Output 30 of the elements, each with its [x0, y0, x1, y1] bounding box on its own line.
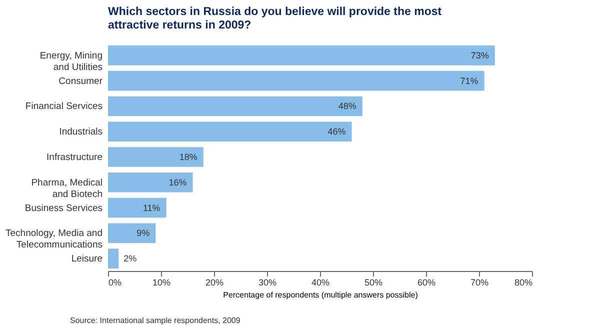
- x-tick-label: 0%: [108, 278, 122, 288]
- data-label: 9%: [136, 228, 150, 238]
- data-label: 16%: [168, 177, 187, 188]
- x-tick-label: 50%: [364, 278, 383, 288]
- y-tick-label: Pharma, Medical and Biotech: [31, 177, 102, 200]
- x-tick-label: 40%: [311, 278, 330, 288]
- data-label: 2%: [124, 254, 137, 264]
- y-tick-label: Energy, Mining and Utilities: [40, 50, 103, 73]
- data-label: 46%: [328, 126, 346, 137]
- y-tick-label: Industrials: [59, 126, 103, 138]
- x-tick-label: 80%: [514, 278, 532, 288]
- y-tick-label: Infrastructure: [46, 152, 102, 163]
- x-tick-label: 70%: [470, 278, 489, 288]
- x-tick-label: 30%: [258, 278, 277, 288]
- x-tick-label: 20%: [205, 278, 224, 288]
- y-tick-label: Financial Services: [25, 101, 103, 112]
- x-tick-label: 60%: [417, 278, 436, 288]
- x-tick-label: 10%: [152, 278, 171, 288]
- data-label: 73%: [470, 50, 489, 60]
- x-axis-title: Percentage of respondents (multiple answers possible): [223, 290, 418, 300]
- data-label: 48%: [338, 101, 356, 112]
- source-note: Source: International sample respondents, 2009: [70, 316, 240, 325]
- data-label: 18%: [179, 152, 198, 162]
- y-tick-label: Consumer: [58, 76, 102, 87]
- y-tick-label: Technology, Media and Telecommunications: [6, 228, 103, 251]
- chart-title: Which sectors in Russia do you believe will provide the most attractive returns in 2009?: [108, 6, 442, 32]
- data-label: 71%: [460, 76, 478, 86]
- y-tick-label: Leisure: [71, 254, 102, 265]
- data-label: 11%: [142, 202, 160, 213]
- y-tick-label: Business Services: [24, 202, 103, 214]
